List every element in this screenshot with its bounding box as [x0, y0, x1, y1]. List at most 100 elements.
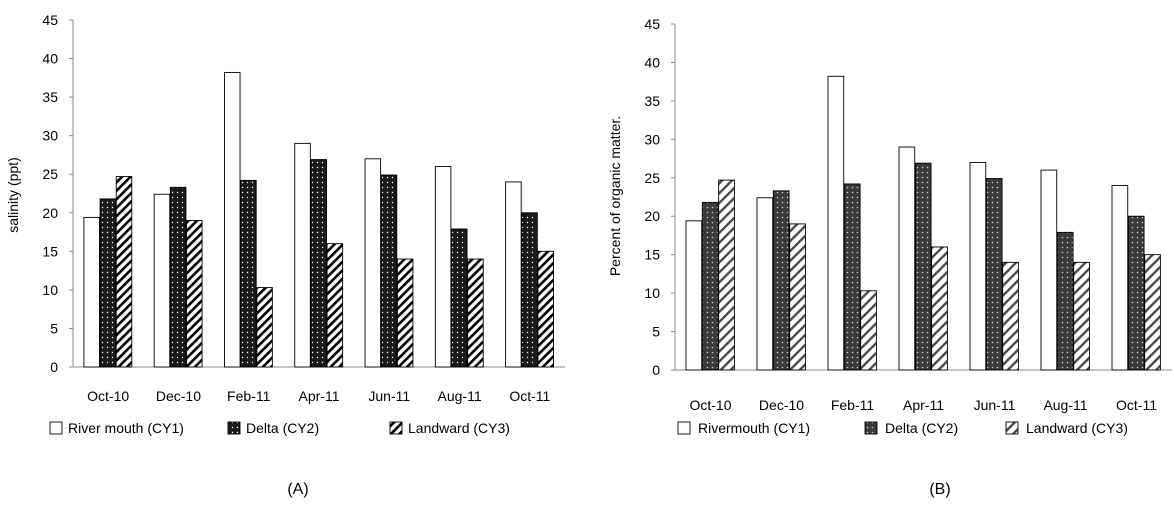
legend-swatch: [389, 421, 403, 435]
x-tick-label: Dec-10: [156, 388, 201, 404]
legend-label: Landward (CY3): [408, 420, 510, 436]
chart-a-y-axis-label: salinity (ppt): [5, 157, 21, 232]
x-tick-label: Oct-10: [689, 397, 731, 413]
bar-jun-11-series-3: [396, 258, 414, 368]
x-tick-label: Aug-11: [438, 388, 482, 404]
bar-aug-11-series-1: [434, 166, 452, 368]
bar-jun-11-series-2: [380, 174, 398, 368]
y-tick-label: 35: [42, 89, 58, 105]
chart-b-bars: [685, 75, 1161, 371]
chart-b-legend: Rivermouth (CY1) Delta (CY2) Landward (CY3…: [677, 420, 1128, 436]
chart-b: Oct-10 Dec-10 Feb-11 Apr-11 Jun-11 Aug-11 Oct-…: [607, 16, 1172, 498]
chart-a-legend: River mouth (CY1) Delta (CY2) Landward (CY…: [49, 420, 510, 436]
bar-apr-11-series-3: [326, 243, 344, 368]
x-tick-label: Oct-11: [1116, 397, 1157, 413]
x-tick-label: Jun-11: [368, 388, 410, 404]
bar-dec-10-series-1: [153, 193, 171, 368]
x-tick-label: Jun-11: [974, 397, 1016, 413]
x-tick-label: Aug-11: [1043, 397, 1087, 413]
x-tick-label: Dec-10: [759, 397, 804, 413]
y-tick-label: 35: [644, 93, 660, 109]
bar-jun-11-series-2: [985, 178, 1003, 371]
x-tick-label: Oct-11: [509, 388, 550, 404]
bar-oct-11-series-2: [1127, 215, 1145, 371]
bar-feb-11-series-1: [827, 75, 845, 371]
bar-aug-11-series-3: [467, 258, 484, 368]
y-tick-label: 5: [50, 320, 58, 336]
legend-swatch: [1005, 421, 1019, 435]
y-tick-label: 45: [42, 12, 58, 28]
chart-b-y-axis-label: Percent of organic matter.: [607, 116, 623, 276]
legend-label: Delta (CY2): [885, 420, 958, 436]
bar-feb-11-series-3: [256, 287, 273, 368]
bar-oct-11-series-1: [505, 181, 522, 368]
y-tick-label: 45: [644, 16, 660, 32]
bar-oct-11-series-2: [521, 212, 538, 368]
y-tick-label: 10: [42, 282, 58, 298]
bar-oct-11-series-3: [1144, 254, 1161, 371]
legend-label: Landward (CY3): [1026, 420, 1128, 436]
legend-swatch: [677, 421, 691, 435]
bar-oct-10-series-3: [718, 179, 735, 371]
x-tick-label: Apr-11: [299, 388, 340, 404]
bar-feb-11-series-3: [860, 290, 877, 371]
bar-oct-10-series-2: [99, 198, 117, 368]
y-tick-label: 30: [644, 131, 660, 147]
bar-dec-10-series-1: [756, 197, 774, 371]
bar-apr-11-series-2: [914, 162, 932, 371]
legend-swatch: [49, 421, 63, 435]
x-tick-label: Oct-10: [87, 388, 129, 404]
y-tick-label: 15: [42, 243, 58, 259]
chart-b-panel-label: (B): [929, 481, 950, 498]
x-tick-label: Feb-11: [227, 388, 271, 404]
bar-apr-11-series-3: [931, 246, 948, 371]
y-tick-label: 20: [644, 208, 660, 224]
bar-dec-10-series-3: [789, 223, 806, 371]
bar-aug-11-series-2: [451, 228, 468, 368]
legend-label: Delta (CY2): [246, 420, 319, 436]
chart-a-bars: [83, 71, 554, 368]
bar-jun-11-series-1: [364, 158, 382, 368]
legend-swatch: [227, 421, 241, 435]
bar-oct-10-series-3: [115, 176, 133, 368]
bar-dec-10-series-2: [772, 190, 790, 371]
bar-oct-10-series-2: [701, 201, 719, 371]
chart-a-panel-label: (A): [287, 481, 308, 498]
bar-dec-10-series-3: [186, 220, 203, 368]
bar-apr-11-series-2: [310, 159, 327, 368]
bar-feb-11-series-2: [240, 179, 257, 368]
bar-aug-11-series-1: [1040, 169, 1058, 371]
x-tick-label: Feb-11: [831, 397, 875, 413]
chart-b-x-ticks: Oct-10 Dec-10 Feb-11 Apr-11 Jun-11 Aug-11 Oct-…: [689, 397, 1157, 413]
legend-label: River mouth (CY1): [68, 420, 184, 436]
x-tick-label: Apr-11: [903, 397, 944, 413]
bar-oct-11-series-3: [537, 250, 554, 368]
y-tick-label: 40: [42, 51, 58, 67]
y-tick-label: 0: [50, 359, 58, 375]
bar-dec-10-series-2: [169, 186, 187, 368]
bar-aug-11-series-2: [1056, 231, 1074, 371]
y-tick-label: 20: [42, 205, 58, 221]
y-tick-label: 10: [644, 285, 660, 301]
bar-feb-11-series-1: [224, 71, 241, 368]
y-tick-label: 5: [652, 324, 660, 340]
y-tick-label: 0: [652, 362, 660, 378]
chart-b-y-ticks: 0 5 10 15 20 25 30 35 40 45: [644, 16, 675, 378]
bar-oct-10-series-1: [685, 220, 703, 371]
bar-jun-11-series-1: [969, 161, 987, 371]
y-tick-label: 25: [644, 170, 660, 186]
bar-oct-11-series-1: [1111, 185, 1129, 371]
legend-swatch: [864, 421, 878, 435]
bar-feb-11-series-2: [843, 183, 861, 371]
bar-apr-11-series-1: [294, 142, 311, 368]
y-tick-label: 40: [644, 54, 660, 70]
chart-a-y-ticks: 0 5 10 15 20 25 30 35 40 45: [42, 12, 73, 375]
bar-apr-11-series-1: [898, 146, 916, 371]
y-tick-label: 15: [644, 247, 660, 263]
chart-a: Oct-10 Dec-10 Feb-11 Apr-11 Jun-11 Aug-11 Oct-…: [5, 12, 565, 498]
bar-jun-11-series-3: [1002, 261, 1019, 371]
bar-aug-11-series-3: [1073, 261, 1090, 371]
chart-a-x-ticks: Oct-10 Dec-10 Feb-11 Apr-11 Jun-11 Aug-11 Oct-…: [87, 388, 550, 404]
legend-label: Rivermouth (CY1): [698, 420, 810, 436]
